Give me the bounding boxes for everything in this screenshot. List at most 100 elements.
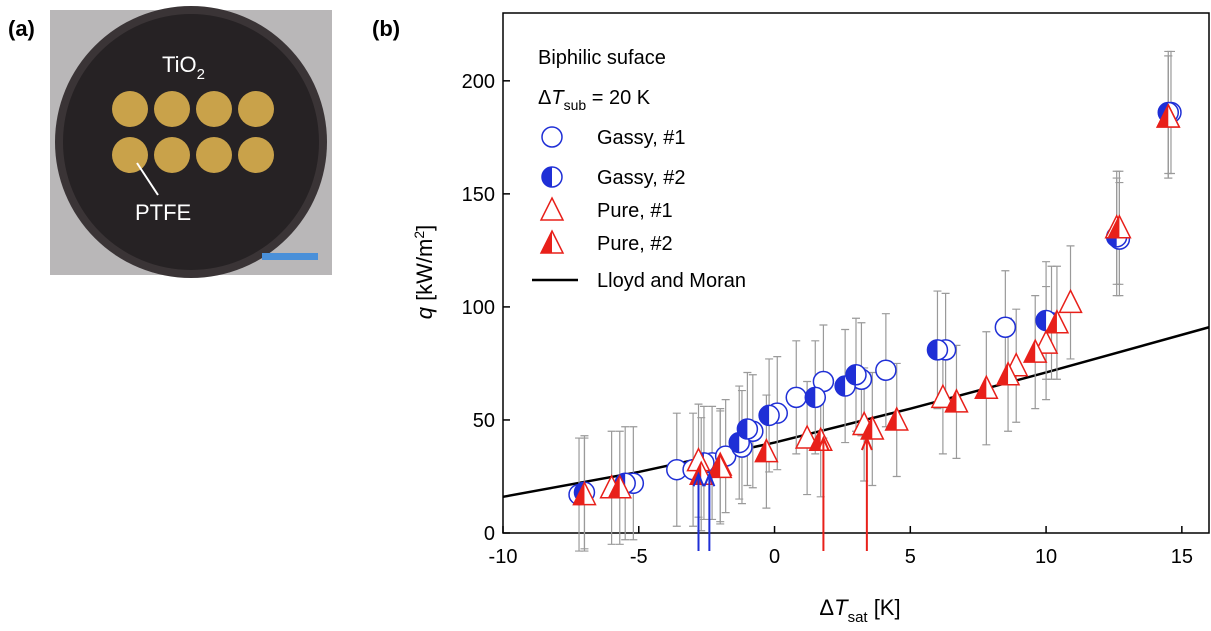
marker-part (542, 167, 552, 187)
y-tick-label: 50 (473, 410, 495, 432)
text: T (551, 87, 565, 109)
text: T (834, 595, 849, 620)
marker (572, 480, 597, 506)
dot (238, 91, 274, 127)
marker (758, 404, 780, 427)
panel-label: (b) (372, 16, 400, 41)
marker-part (709, 455, 721, 478)
x-axis-label: ΔTsat [K] (819, 595, 900, 626)
marker-part (835, 376, 846, 397)
model-line (502, 326, 1210, 499)
superscript: 2 (411, 231, 427, 239)
plot-frame (502, 12, 1210, 534)
y-tick-label: 100 (462, 297, 495, 319)
marker-part (1033, 329, 1059, 354)
panel-label: (a) (8, 16, 35, 41)
marker-part (875, 359, 897, 381)
text: Δ (819, 595, 834, 620)
marker (708, 453, 733, 479)
arrow (860, 435, 873, 551)
marker-part (805, 387, 816, 408)
marker (875, 359, 897, 381)
text: q (412, 306, 437, 319)
dot (154, 91, 190, 127)
y-tick-label: 0 (484, 523, 495, 545)
marker (736, 418, 759, 440)
arrow (703, 471, 716, 551)
marker (974, 374, 999, 400)
text: [K] (868, 595, 901, 620)
marker (884, 406, 909, 431)
marker (930, 383, 956, 409)
scale-bar (262, 253, 318, 260)
marker-part (785, 386, 808, 409)
wafer (63, 14, 319, 270)
marker (994, 316, 1017, 339)
y-tick-label: 150 (462, 184, 495, 206)
legend-label: Lloyd and Moran (597, 270, 746, 292)
marker (1023, 338, 1048, 363)
dot (196, 137, 232, 173)
marker (1107, 214, 1132, 239)
marker (1044, 309, 1070, 334)
x-tick-label: 15 (1171, 546, 1193, 568)
marker (845, 363, 867, 386)
y-axis-label: q [kW/m2] (411, 225, 437, 320)
marker-part (927, 339, 938, 360)
subscript: sub (564, 97, 587, 113)
marker (794, 424, 820, 449)
dot (112, 91, 148, 127)
marker-part (1024, 340, 1036, 363)
marker-part (1045, 310, 1057, 333)
legend-label: Pure, #2 (597, 233, 673, 255)
marker (539, 196, 565, 221)
marker (1058, 288, 1083, 314)
annotation-condition: ΔTsub = 20 K (538, 87, 651, 113)
text: ] (412, 225, 437, 231)
x-tick-label: 0 (769, 546, 780, 568)
legend-label: Gassy, #1 (597, 127, 686, 149)
arrow (817, 435, 830, 551)
marker (944, 388, 969, 413)
ptfe-label: PTFE (135, 200, 191, 225)
legend-label: Pure, #1 (597, 200, 673, 222)
marker (804, 386, 827, 409)
marker (1033, 329, 1059, 354)
pointer-line (136, 162, 159, 196)
x-tick-label: -5 (630, 546, 648, 568)
marker (926, 339, 949, 361)
marker (607, 474, 632, 499)
ptfe-dots (112, 91, 274, 173)
marker-part (1157, 105, 1169, 127)
marker (754, 437, 779, 463)
marker (860, 415, 885, 440)
arrow (692, 471, 705, 551)
marker-part (885, 407, 897, 430)
marker-part (846, 364, 856, 385)
marker (541, 126, 563, 148)
marker-part (573, 482, 585, 505)
x-tick-label: 10 (1035, 546, 1057, 568)
y-tick-label: 200 (462, 71, 495, 93)
marker-part (994, 316, 1017, 339)
legend-label: Gassy, #2 (597, 167, 686, 189)
marker-part (759, 405, 770, 426)
marker-part (737, 419, 748, 439)
subscript: sat (848, 609, 869, 626)
tio2-label: TiO2 (162, 52, 205, 83)
marker-part (794, 424, 820, 449)
annotation-title: Biphilic suface (538, 47, 666, 69)
text: [kW/m (412, 239, 437, 307)
marker (1156, 103, 1181, 128)
marker-part (1108, 215, 1120, 238)
text: = 20 K (586, 87, 651, 109)
marker (995, 361, 1021, 386)
marker-part (541, 231, 552, 253)
marker-part (729, 432, 740, 453)
marker-part (541, 126, 563, 148)
dot (154, 137, 190, 173)
marker-part (608, 475, 620, 498)
